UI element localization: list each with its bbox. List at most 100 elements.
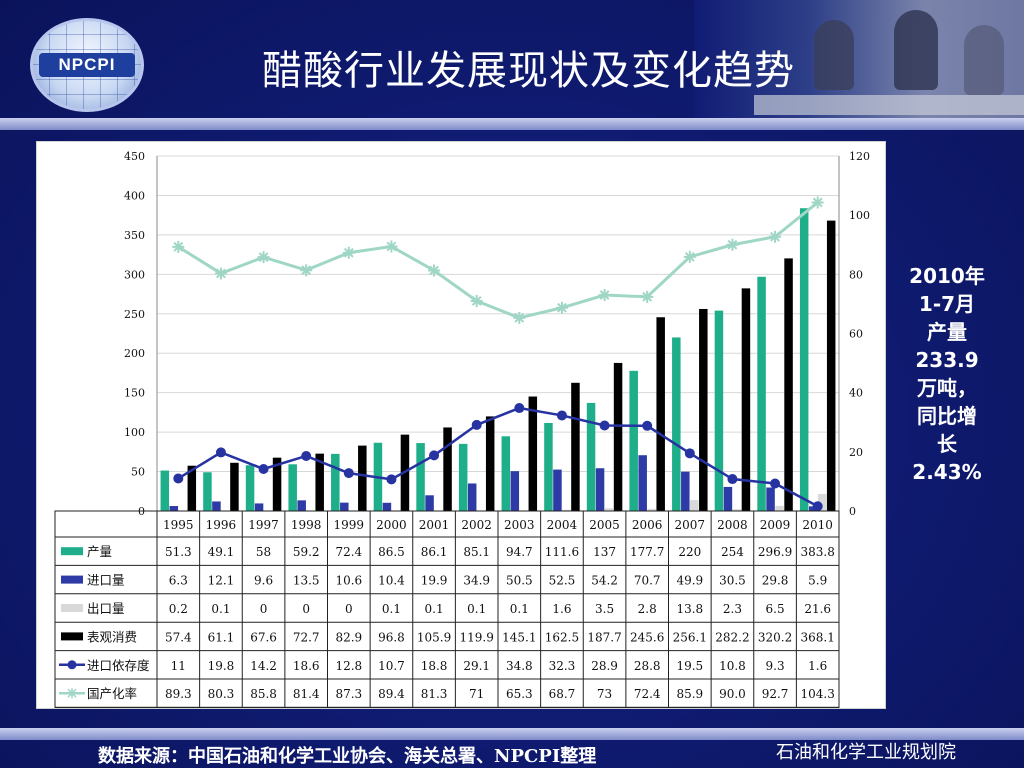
x-tick-label: 2004 <box>547 518 578 532</box>
bar-进口量 <box>382 502 392 511</box>
point-国产化率 <box>726 238 739 251</box>
data-label: 105.9 <box>417 630 451 644</box>
point-进口依存度 <box>343 468 354 479</box>
bar-进口量 <box>681 471 690 511</box>
x-tick-label: 2009 <box>760 518 791 532</box>
bar-表观消费 <box>528 396 538 511</box>
data-label: 72.4 <box>335 545 362 559</box>
bar-产量 <box>501 436 511 511</box>
data-label: 9.6 <box>254 574 273 588</box>
data-label: 54.2 <box>591 574 618 588</box>
data-label: 68.7 <box>549 687 576 701</box>
y-right-tick-label: 20 <box>849 446 863 459</box>
data-label: 28.9 <box>591 659 618 673</box>
bar-出口量 <box>690 500 699 511</box>
logo-text: NPCPI <box>39 53 135 77</box>
x-tick-label: 2006 <box>632 518 663 532</box>
data-label: 6.3 <box>169 574 188 588</box>
data-label: 71 <box>469 687 484 701</box>
data-label: 86.1 <box>421 545 448 559</box>
data-label: 34.9 <box>463 574 490 588</box>
bar-进口量 <box>297 500 306 511</box>
y-left-tick-label: 50 <box>131 466 145 479</box>
bar-产量 <box>714 310 724 511</box>
bar-进口量 <box>766 487 775 511</box>
bar-进口量 <box>467 483 477 511</box>
point-国产化率 <box>385 240 398 253</box>
data-label: 18.8 <box>421 659 448 673</box>
bar-表观消费 <box>230 462 239 511</box>
data-label: 72.7 <box>293 630 320 644</box>
data-label: 256.1 <box>673 630 707 644</box>
data-label: 51.3 <box>165 545 192 559</box>
data-label: 1.6 <box>808 659 827 673</box>
header-photo <box>694 0 1024 128</box>
point-进口依存度 <box>684 448 695 459</box>
data-label: 28.8 <box>634 659 661 673</box>
y-left-tick-label: 300 <box>124 268 145 281</box>
side-note-line: 万吨， <box>917 376 977 400</box>
legend-key-进口量 <box>61 575 83 584</box>
bar-表观消费 <box>571 382 580 511</box>
bar-表观消费 <box>358 445 367 511</box>
bar-表观消费 <box>187 465 197 511</box>
data-label: 9.3 <box>766 659 785 673</box>
data-label: 6.5 <box>766 602 785 616</box>
line-国产化率 <box>177 201 819 320</box>
side-note-line: 2010年 <box>909 264 985 288</box>
point-国产化率 <box>300 264 313 277</box>
data-label: 70.7 <box>634 574 661 588</box>
bar-出口量 <box>775 505 784 511</box>
data-label: 0 <box>260 602 268 616</box>
side-note-line: 233.9 <box>915 348 979 372</box>
x-tick-label: 2010 <box>802 518 833 532</box>
data-source: 数据来源：中国石油和化学工业协会、海关总署、NPCPI整理 <box>98 746 597 767</box>
bar-表观消费 <box>613 362 623 511</box>
bar-产量 <box>203 472 212 511</box>
legend-label: 表观消费 <box>87 629 137 644</box>
data-label: 82.9 <box>335 630 362 644</box>
y-left-tick-label: 450 <box>124 150 145 163</box>
data-label: 11 <box>171 659 186 673</box>
data-label: 0 <box>302 602 310 616</box>
bar-进口量 <box>254 503 264 511</box>
data-label: 18.6 <box>293 659 320 673</box>
data-label: 137 <box>593 545 616 559</box>
data-label: 0.1 <box>510 602 529 616</box>
data-label: 57.4 <box>165 630 192 644</box>
legend-key-出口量 <box>61 604 83 612</box>
legend-key-产量 <box>61 547 83 556</box>
data-label: 220 <box>678 545 701 559</box>
data-label: 86.5 <box>378 545 405 559</box>
data-label: 383.8 <box>801 545 835 559</box>
data-label: 245.6 <box>630 630 664 644</box>
data-label: 19.5 <box>676 659 703 673</box>
side-note-line: 同比增 <box>917 404 977 428</box>
legend-label: 进口量 <box>87 573 125 588</box>
point-国产化率 <box>470 294 483 307</box>
bar-产量 <box>331 453 340 511</box>
side-note-line: 2.43% <box>912 460 982 484</box>
data-label: 29.8 <box>762 574 789 588</box>
point-国产化率 <box>641 290 654 303</box>
bar-产量 <box>672 337 681 511</box>
bar-进口量 <box>638 455 647 511</box>
bar-表观消费 <box>315 453 324 511</box>
data-label: 34.8 <box>506 659 533 673</box>
data-label: 296.9 <box>758 545 792 559</box>
data-label: 119.9 <box>460 630 494 644</box>
y-left-tick-label: 100 <box>124 426 145 439</box>
data-label: 29.1 <box>463 659 490 673</box>
data-label: 94.7 <box>506 545 533 559</box>
data-label: 0.2 <box>169 602 188 616</box>
data-label: 368.1 <box>801 630 835 644</box>
data-label: 10.7 <box>378 659 405 673</box>
point-进口依存度 <box>301 450 312 461</box>
point-进口依存度 <box>173 473 184 484</box>
data-label: 89.3 <box>165 687 192 701</box>
data-label: 89.4 <box>378 687 405 701</box>
data-label: 65.3 <box>506 687 533 701</box>
x-tick-label: 1999 <box>334 518 365 532</box>
data-label: 87.3 <box>335 687 362 701</box>
legend-key-表观消费 <box>61 632 83 641</box>
